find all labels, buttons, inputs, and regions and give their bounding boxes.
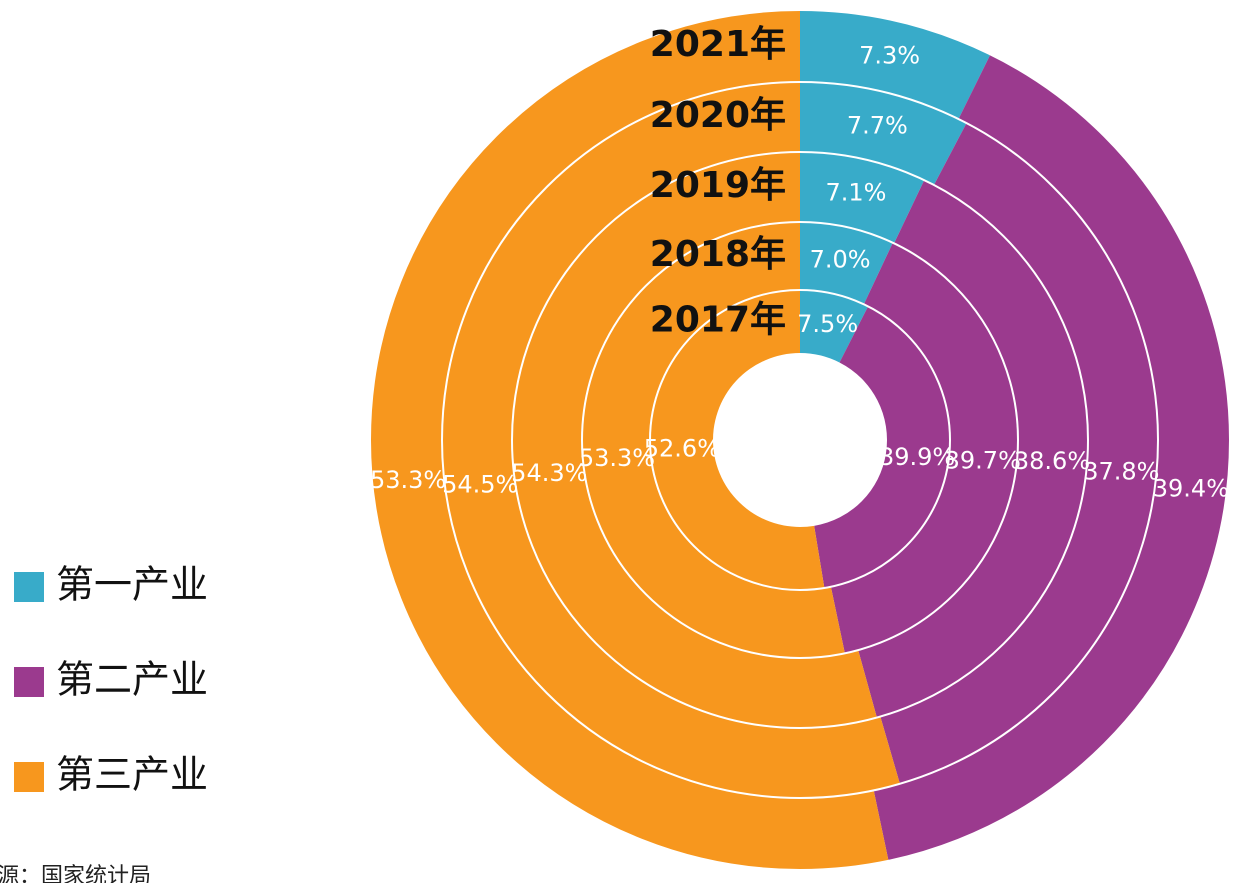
ring-border <box>649 289 951 591</box>
legend-swatch <box>14 762 44 792</box>
segment <box>800 222 893 305</box>
value-label: 7.1% <box>825 178 886 206</box>
ring-border <box>441 81 1159 799</box>
ring-label: 2021年 <box>650 24 786 65</box>
legend-label: 第三产业 <box>56 753 208 797</box>
segment <box>880 123 1158 784</box>
ring-border <box>369 9 1231 871</box>
segment <box>800 152 925 244</box>
ring-label: 2019年 <box>650 165 786 206</box>
value-label: 39.4% <box>1153 474 1229 502</box>
value-label: 38.6% <box>1014 447 1090 475</box>
ring-label: 2020年 <box>650 95 786 136</box>
segment <box>512 152 877 729</box>
value-label: 53.3% <box>370 466 446 494</box>
legend-label: 第二产业 <box>56 658 208 702</box>
segment <box>873 54 1231 861</box>
segment <box>800 290 869 363</box>
ring-label: 2017年 <box>650 300 786 341</box>
value-label: 54.5% <box>442 471 518 499</box>
value-label: 7.7% <box>847 111 908 139</box>
value-label: 7.3% <box>859 41 920 69</box>
segment <box>814 306 950 589</box>
segment <box>800 82 967 186</box>
value-label: 39.7% <box>945 446 1021 474</box>
value-label: 54.3% <box>511 459 587 487</box>
value-label: 39.9% <box>879 443 955 471</box>
legend-swatch <box>14 667 44 697</box>
source: 来源：国家统计局 <box>0 864 151 883</box>
value-label: 53.3% <box>579 444 655 472</box>
legend-label: 第一产业 <box>56 563 208 607</box>
ring-border <box>511 151 1089 729</box>
segment <box>369 10 889 870</box>
value-label: 37.8% <box>1083 457 1159 485</box>
ring-border <box>581 221 1019 659</box>
segment <box>858 180 1088 718</box>
value-label: 52.6% <box>644 435 720 463</box>
segment <box>800 10 991 120</box>
segment <box>830 242 1018 654</box>
legend-swatch <box>14 572 44 602</box>
segment <box>441 82 900 798</box>
segment <box>581 221 845 658</box>
ring-label: 2018年 <box>650 234 786 275</box>
segment <box>649 290 825 590</box>
value-label: 7.5% <box>797 310 858 338</box>
value-label: 7.0% <box>810 245 871 273</box>
